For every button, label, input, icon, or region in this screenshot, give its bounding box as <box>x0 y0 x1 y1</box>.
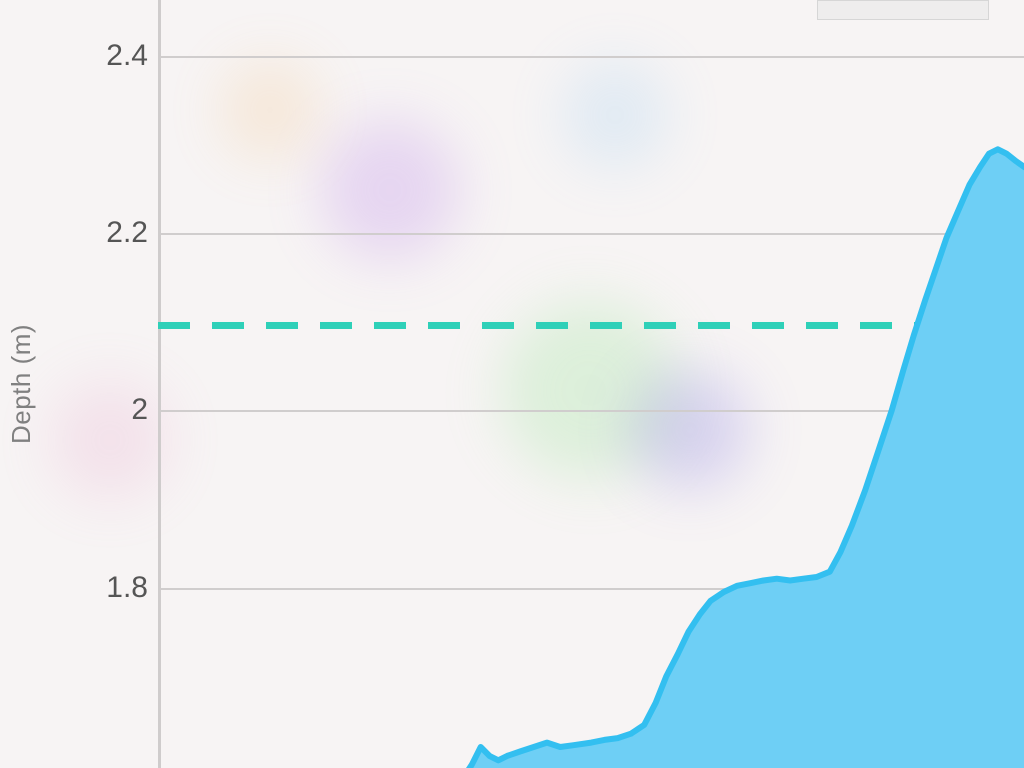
y-axis-label: Depth (m) <box>6 324 37 444</box>
plot-area <box>158 0 1024 768</box>
y-tick-label: 2 <box>58 393 148 427</box>
y-tick-label: 1.8 <box>58 571 148 605</box>
y-tick-label: 2.4 <box>58 39 148 73</box>
depth-chart: Depth (m) 1.8 2 2.2 2.4 <box>0 0 1024 768</box>
area-series <box>158 0 1024 768</box>
y-tick-label: 2.2 <box>58 216 148 250</box>
